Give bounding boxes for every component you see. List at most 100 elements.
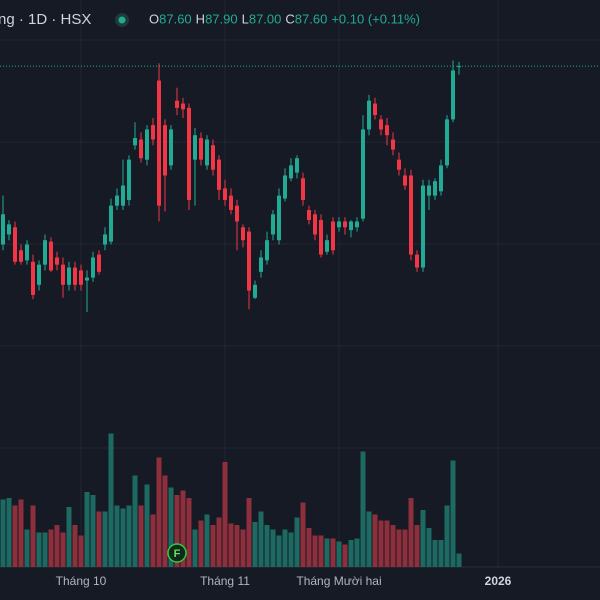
candle-body	[67, 267, 71, 285]
ohlc-key: C	[285, 11, 294, 26]
x-year-label: 2026	[485, 574, 512, 588]
candle-body	[223, 188, 227, 200]
volume-bar	[102, 511, 108, 567]
plot: Tháng 10 Tháng 11 Tháng Mười hai F 2026	[0, 60, 600, 588]
candle-body	[139, 139, 143, 159]
volume-bar	[432, 540, 438, 567]
volume-bar	[222, 462, 228, 567]
candle-body	[79, 270, 83, 285]
candle-body	[253, 284, 257, 298]
x-tick-label: Tháng Mười hai	[296, 574, 381, 588]
volume-bar	[108, 433, 114, 567]
volume-bar	[378, 520, 384, 567]
volume-bar	[96, 511, 102, 567]
change: +0.10 (+0.11%)	[331, 11, 420, 26]
volume-bar	[114, 505, 120, 567]
volume-bar	[426, 528, 432, 567]
volume-bar	[360, 451, 366, 567]
candle-body	[397, 159, 401, 170]
candle-body	[169, 129, 173, 166]
candle-body	[313, 214, 317, 235]
candle-body	[259, 257, 263, 272]
candle-body	[295, 158, 299, 173]
ohlc-key: L	[242, 11, 249, 26]
volume-bar	[402, 529, 408, 567]
volume-bar	[420, 510, 426, 567]
volume-bar	[174, 495, 180, 567]
candle-body	[247, 231, 251, 291]
volume-bar	[132, 475, 138, 567]
candle-body	[211, 145, 215, 170]
volume-bar	[24, 529, 30, 567]
candle-body	[85, 277, 89, 281]
volume-bar	[90, 495, 96, 567]
candle-body	[229, 195, 233, 210]
event-marker-ring	[167, 543, 187, 563]
candle-body	[91, 257, 95, 278]
candle-body	[445, 119, 449, 166]
candle-body	[157, 80, 161, 206]
status-dot	[118, 16, 126, 24]
volume-bar	[372, 514, 378, 567]
symbol: ng · 1D · HSX	[0, 11, 91, 28]
candle-body	[451, 70, 455, 120]
candle-body	[103, 234, 107, 245]
ohlc-value: 87.60	[159, 11, 192, 26]
event-marker: F	[174, 548, 181, 560]
candle-body	[55, 257, 59, 265]
candle-body	[151, 125, 155, 140]
candle-body	[379, 119, 383, 130]
candle-body	[415, 254, 419, 268]
volume-bar	[234, 525, 240, 567]
candle-body	[283, 175, 287, 199]
candle-body	[31, 261, 35, 295]
ohlc-value: 87.00	[249, 11, 282, 26]
candle-body	[349, 221, 353, 231]
candle-body	[331, 221, 335, 251]
volume-bar	[312, 535, 318, 567]
volume-bar	[270, 529, 276, 567]
x-tick-label: Tháng 10	[56, 574, 107, 588]
volume-bar	[354, 538, 360, 567]
candle-body	[403, 175, 407, 186]
volume-bar	[456, 553, 462, 567]
candle-body	[241, 227, 245, 241]
ohlc-key: O	[149, 11, 159, 26]
volume-bar	[36, 532, 42, 567]
volume-bar	[228, 523, 234, 567]
candle-body	[343, 221, 347, 228]
volume-bar	[348, 540, 354, 567]
candle-body	[355, 221, 359, 228]
volume-bar	[6, 498, 12, 567]
candle-body	[265, 240, 269, 261]
candle-body	[421, 185, 425, 268]
candle-body	[13, 227, 17, 262]
volume-bar	[444, 505, 450, 567]
candle-body	[7, 224, 11, 235]
volume-bar	[408, 498, 414, 567]
volume-bar	[414, 525, 420, 567]
volume-bar	[144, 484, 150, 567]
candle-body	[385, 125, 389, 136]
candle-body	[25, 244, 29, 261]
volume-bar	[192, 529, 198, 567]
volume-bar	[330, 538, 336, 567]
candle-body	[187, 107, 191, 200]
volume-bar	[168, 487, 174, 567]
volume-bar	[150, 514, 156, 567]
volume-bar	[366, 511, 372, 567]
candle-body	[307, 210, 311, 221]
volume-bar	[72, 525, 78, 567]
candle-body	[133, 138, 137, 146]
candle-body	[217, 159, 221, 190]
volume-bar	[78, 535, 84, 567]
candle-body	[1, 214, 5, 245]
candle-body	[391, 139, 395, 150]
candle-body	[61, 264, 65, 285]
candle-body	[319, 220, 323, 255]
volume-bar	[396, 529, 402, 567]
candle-body	[181, 103, 185, 110]
volume-bar	[300, 502, 306, 567]
candle-body	[43, 240, 47, 265]
